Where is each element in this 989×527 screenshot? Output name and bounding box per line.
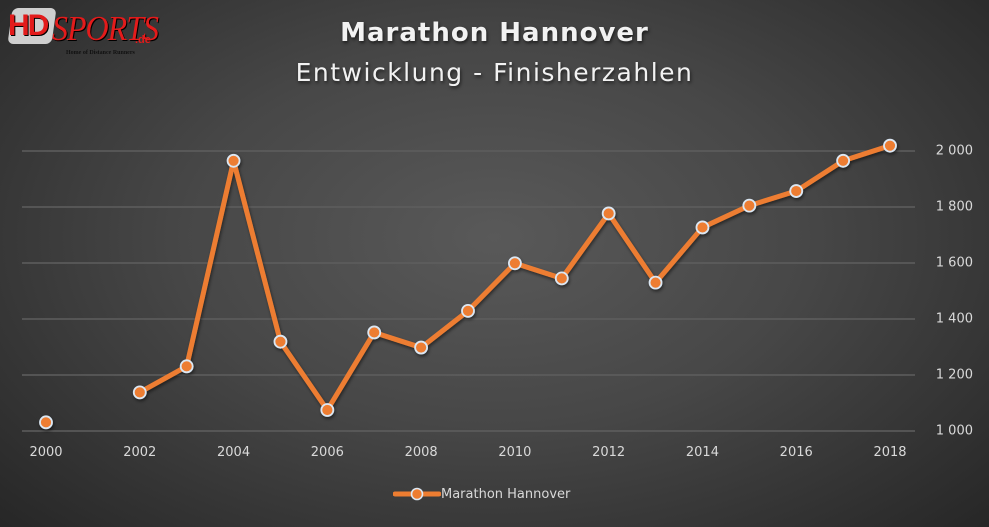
y-tick-label: 1 200 xyxy=(935,367,973,383)
chart-legend[interactable]: Marathon Hannover xyxy=(393,484,570,504)
data-point-2007[interactable] xyxy=(367,325,382,340)
data-point-2018[interactable] xyxy=(883,138,897,153)
x-tick-label: 2014 xyxy=(685,445,719,460)
data-point-2002[interactable] xyxy=(132,385,147,400)
legend-line-marker-icon xyxy=(393,487,441,501)
x-tick-label: 2002 xyxy=(123,445,157,460)
y-tick-label: 1 800 xyxy=(935,199,973,215)
data-point-2016[interactable] xyxy=(789,184,804,198)
x-tick-label: 2000 xyxy=(29,445,63,460)
logo-tld: .de xyxy=(135,34,151,46)
data-point-2008[interactable] xyxy=(414,340,429,355)
logo-tagline: Home of Distance Runners xyxy=(66,50,135,56)
series-marathon-hannover xyxy=(39,138,897,430)
series-line xyxy=(137,143,893,413)
data-point-2006[interactable] xyxy=(320,403,335,417)
y-tick-label: 1 000 xyxy=(935,423,973,439)
y-tick-label: 2 000 xyxy=(935,143,973,159)
hdsports-logo: HD SPORTS .de Home of Distance Runners xyxy=(6,6,159,56)
chart-title: Marathon Hannover xyxy=(340,18,649,48)
y-tick-label: 1 600 xyxy=(935,255,973,271)
x-tick-label: 2012 xyxy=(592,445,626,460)
data-point-2015[interactable] xyxy=(742,198,757,213)
data-point-2014[interactable] xyxy=(695,220,710,235)
data-point-2017[interactable] xyxy=(836,153,851,168)
x-tick-label: 2010 xyxy=(498,445,532,460)
x-tick-label: 2006 xyxy=(310,445,344,460)
data-point-2012[interactable] xyxy=(601,206,616,221)
logo-sports-text: SPORTS xyxy=(52,8,159,48)
y-tick-label: 1 400 xyxy=(935,311,973,327)
data-point-2010[interactable] xyxy=(507,256,522,271)
legend-label: Marathon Hannover xyxy=(441,486,571,502)
logo-hd-text: HD xyxy=(8,9,49,42)
chart-subtitle: Entwicklung - Finisherzahlen xyxy=(295,58,694,87)
data-point-2004[interactable] xyxy=(226,153,241,168)
data-point-2009[interactable] xyxy=(461,303,475,318)
x-tick-label: 2004 xyxy=(217,445,251,460)
data-point-2013[interactable] xyxy=(648,275,663,290)
data-point-2005[interactable] xyxy=(273,334,288,349)
data-point-2003[interactable] xyxy=(179,359,194,374)
x-tick-label: 2016 xyxy=(779,445,813,460)
x-tick-label: 2018 xyxy=(873,445,907,460)
x-tick-label: 2008 xyxy=(404,445,438,460)
data-point-2011[interactable] xyxy=(554,271,569,286)
data-point-2000[interactable] xyxy=(39,415,53,430)
